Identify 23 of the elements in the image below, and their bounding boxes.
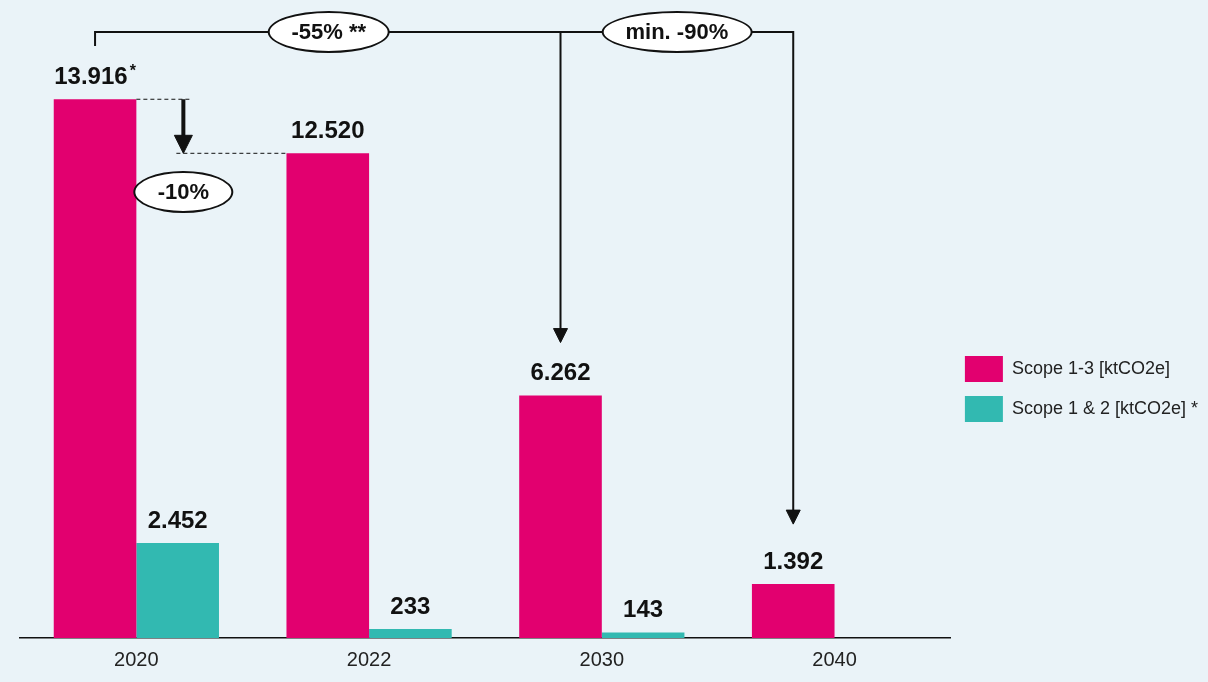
bar (369, 628, 452, 638)
data-label: 1.392 (763, 546, 824, 574)
data-label: 2.452 (147, 505, 208, 533)
bar (136, 543, 219, 638)
x-tick-label: 2030 (579, 647, 625, 670)
annotation: -10% (133, 171, 234, 214)
x-tick-label: 2020 (114, 647, 159, 670)
bar (53, 99, 137, 638)
text: min. -90% (601, 11, 753, 53)
data-label: 6.262 (530, 358, 591, 386)
bar (286, 153, 370, 638)
x-tick-label: 2022 (346, 647, 392, 670)
bar (519, 395, 602, 638)
text: -55% ** (267, 11, 391, 53)
data-label: 233 (390, 591, 431, 619)
legend-label: Scope 1-3 [ktCO2e] (1011, 357, 1170, 378)
x-tick-label: 2040 (812, 647, 857, 670)
bar (751, 584, 835, 638)
legend-label: Scope 1 & 2 [ktCO2e] * (1011, 397, 1199, 418)
data-label: 13.916* (54, 61, 137, 89)
data-label: 12.520 (291, 115, 365, 143)
bar (601, 632, 685, 638)
data-label: 143 (623, 595, 664, 623)
